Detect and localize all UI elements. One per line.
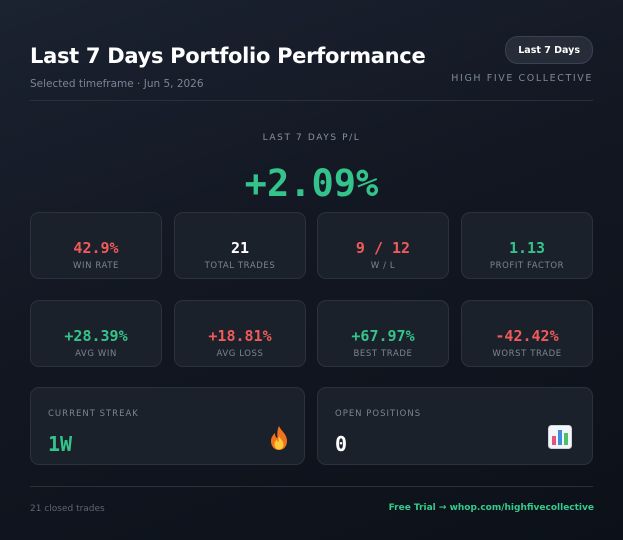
stat-card-avg-win: +28.39% AVG WIN xyxy=(30,300,162,367)
stat-card-total-trades: 21 TOTAL TRADES xyxy=(174,212,306,279)
stat-card-wl: 9 / 12 W / L xyxy=(317,212,449,279)
stat-label: PROFIT FACTOR xyxy=(489,261,565,271)
stat-value: 21 xyxy=(230,239,250,257)
flame-icon xyxy=(271,426,287,450)
pl-label: LAST 7 DAYS P/L xyxy=(262,133,361,143)
stat-label: AVG WIN xyxy=(75,349,117,359)
stat-label: WORST TRADE xyxy=(492,349,562,359)
stat-label: WIN RATE xyxy=(72,261,120,271)
current-streak-card: CURRENT STREAK 1W xyxy=(30,387,305,465)
stat-label: TOTAL TRADES xyxy=(204,261,276,271)
stat-label: W / L xyxy=(370,261,396,271)
stat-card-best-trade: +67.97% BEST TRADE xyxy=(317,300,449,367)
bar-chart-icon xyxy=(548,425,572,449)
brand-label: HIGH FIVE COLLECTIVE xyxy=(451,73,593,84)
stat-card-profit-factor: 1.13 PROFIT FACTOR xyxy=(461,212,593,279)
stat-value: +28.39% xyxy=(64,327,128,345)
stat-label: AVG LOSS xyxy=(216,349,264,359)
stat-card-win-rate: 42.9% WIN RATE xyxy=(30,212,162,279)
streak-label: CURRENT STREAK xyxy=(48,409,139,419)
open-positions-label: OPEN POSITIONS xyxy=(335,409,422,419)
closed-trades-count: 21 closed trades xyxy=(30,504,105,514)
open-positions-card: OPEN POSITIONS 0 xyxy=(317,387,593,465)
stat-value: 1.13 xyxy=(508,239,546,257)
open-positions-value: 0 xyxy=(335,432,348,456)
streak-value: 1W xyxy=(48,432,73,456)
stat-label: BEST TRADE xyxy=(353,349,413,359)
free-trial-link[interactable]: Free Trial → whop.com/highfivecollective xyxy=(388,503,594,513)
pl-value: +2.09% xyxy=(244,162,379,205)
stat-value: 42.9% xyxy=(73,239,119,257)
footer-divider xyxy=(30,486,593,487)
header-divider xyxy=(30,100,593,101)
page-subtitle: Selected timeframe · Jun 5, 2026 xyxy=(30,78,204,90)
stat-card-worst-trade: -42.42% WORST TRADE xyxy=(461,300,593,367)
stat-value: -42.42% xyxy=(495,327,559,345)
page-title: Last 7 Days Portfolio Performance xyxy=(30,44,426,68)
timeframe-button[interactable]: Last 7 Days xyxy=(505,36,593,64)
stat-value: 9 / 12 xyxy=(355,239,411,257)
stat-value: +67.97% xyxy=(351,327,415,345)
stat-value: +18.81% xyxy=(208,327,272,345)
stat-card-avg-loss: +18.81% AVG LOSS xyxy=(174,300,306,367)
